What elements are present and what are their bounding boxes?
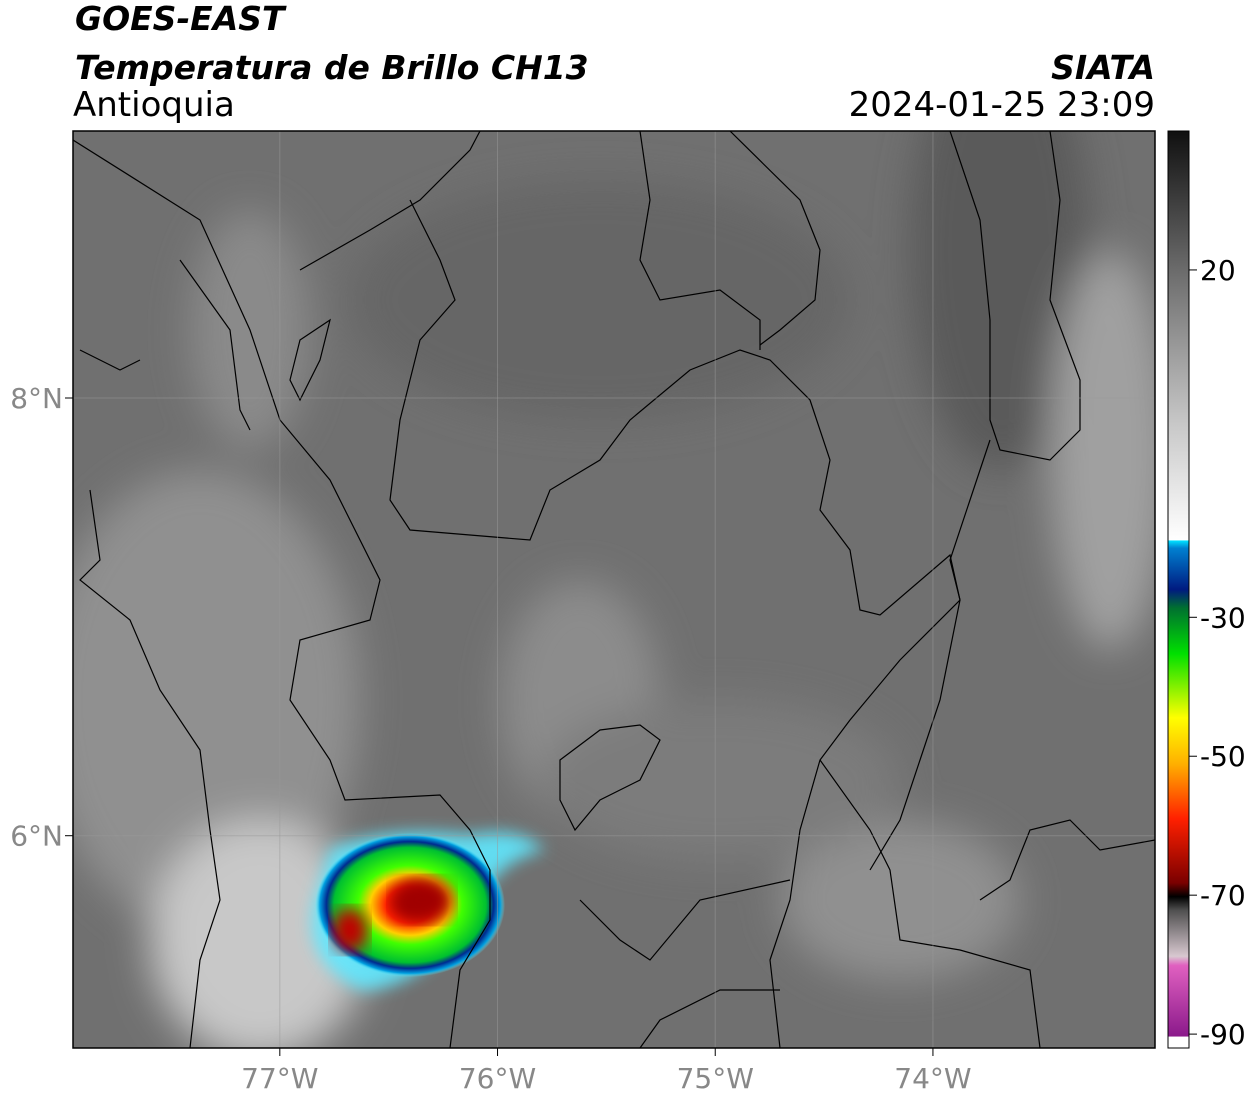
datetime: 2024-01-25 23:09 [849, 85, 1155, 125]
x-tick-label: 77°W [241, 1062, 318, 1095]
colorbar-tick-label: -50 [1200, 740, 1246, 773]
colorbar-tick-label: 20 [1200, 254, 1236, 287]
y-tick-label: 8°N [10, 382, 63, 415]
grid [73, 131, 1155, 1048]
x-tick-label: 74°W [894, 1062, 971, 1095]
colorbar [1167, 130, 1190, 1049]
storm-cell [312, 832, 545, 990]
borders [73, 131, 1155, 1048]
colorbar-tick-label: -30 [1200, 601, 1246, 634]
cloud-field [73, 131, 1155, 1048]
source: SIATA [1051, 48, 1155, 87]
y-tick-label: 6°N [10, 820, 63, 853]
x-tick-label: 75°W [677, 1062, 754, 1095]
colorbar-tick-label: -90 [1200, 1018, 1246, 1051]
map-image [73, 131, 1155, 1048]
region: Antioquia [73, 85, 235, 125]
title: GOES-EAST [75, 0, 287, 38]
x-tick-label: 76°W [459, 1062, 536, 1095]
map-frame [72, 130, 1156, 1049]
subtitle: Temperatura de Brillo CH13 [75, 48, 589, 87]
colorbar-tick-label: -70 [1200, 879, 1246, 912]
